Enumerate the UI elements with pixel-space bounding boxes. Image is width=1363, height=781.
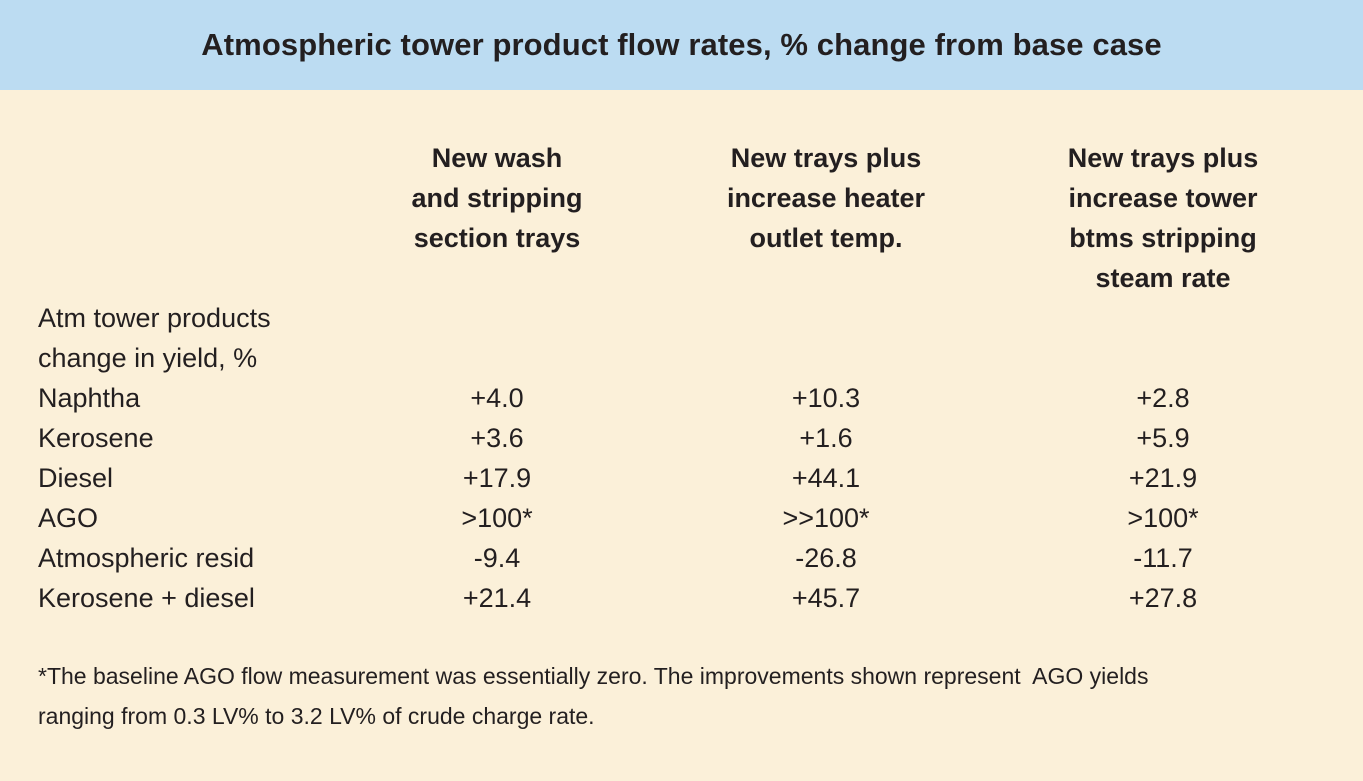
column-header-line: increase tower (1068, 183, 1258, 213)
row-label-diesel: Diesel (38, 463, 114, 493)
table-cell: +44.1 (791, 463, 861, 493)
column-header-line: increase heater (726, 183, 926, 213)
table-title: Atmospheric tower product flow rates, % … (201, 27, 1162, 62)
table-cell: -26.8 (795, 543, 857, 573)
table-cell: -9.4 (473, 543, 521, 573)
column-header-line: and stripping (411, 183, 583, 213)
column-header-line: btms stripping (1069, 223, 1257, 253)
table-cell: >>100* (782, 503, 870, 533)
row-label-kerosene: Kerosene (38, 423, 154, 453)
column-header-line: steam rate (1095, 263, 1231, 293)
table-cell: +2.8 (1136, 383, 1190, 413)
footnote-line: *The baseline AGO flow measurement was e… (38, 663, 1149, 689)
table-cell: +21.9 (1128, 463, 1198, 493)
row-label-naphtha: Naphtha (38, 383, 141, 413)
column-header-line: section trays (413, 223, 581, 253)
footnote-line: ranging from 0.3 LV% to 3.2 LV% of crude… (38, 703, 595, 729)
footnote: *The baseline AGO flow measurement was e… (38, 656, 1328, 736)
title-bar: Atmospheric tower product flow rates, % … (0, 0, 1363, 90)
table-cell: +4.0 (470, 383, 524, 413)
column-header-line: New trays plus (730, 143, 922, 173)
table-cell: +21.4 (462, 583, 532, 613)
column-header-wash-stripping-trays: New wash and stripping section trays (386, 138, 608, 258)
table-cell: +17.9 (462, 463, 532, 493)
column-header-line: New trays plus (1067, 143, 1259, 173)
table-cell: +1.6 (799, 423, 853, 453)
column-header-stripping-steam-rate: New trays plus increase tower btms strip… (1038, 138, 1288, 298)
table-cell: +10.3 (791, 383, 861, 413)
table-cell: -11.7 (1133, 543, 1193, 573)
section-label-line: Atm tower products (38, 303, 271, 333)
section-label-line: change in yield, % (38, 343, 258, 373)
column-header-heater-outlet-temp: New trays plus increase heater outlet te… (702, 138, 950, 258)
table-cell: >100* (461, 503, 533, 533)
table-cell: +27.8 (1128, 583, 1198, 613)
table-cell: +3.6 (470, 423, 524, 453)
column-header-line: New wash (431, 143, 563, 173)
row-label-ago: AGO (38, 503, 99, 533)
row-label-kerosene-diesel: Kerosene + diesel (38, 583, 255, 613)
column-header-line: outlet temp. (749, 223, 903, 253)
table-cell: +5.9 (1136, 423, 1190, 453)
table-cell: +45.7 (791, 583, 861, 613)
row-label-atmospheric-resid: Atmospheric resid (38, 543, 255, 573)
table-cell: >100* (1127, 503, 1199, 533)
